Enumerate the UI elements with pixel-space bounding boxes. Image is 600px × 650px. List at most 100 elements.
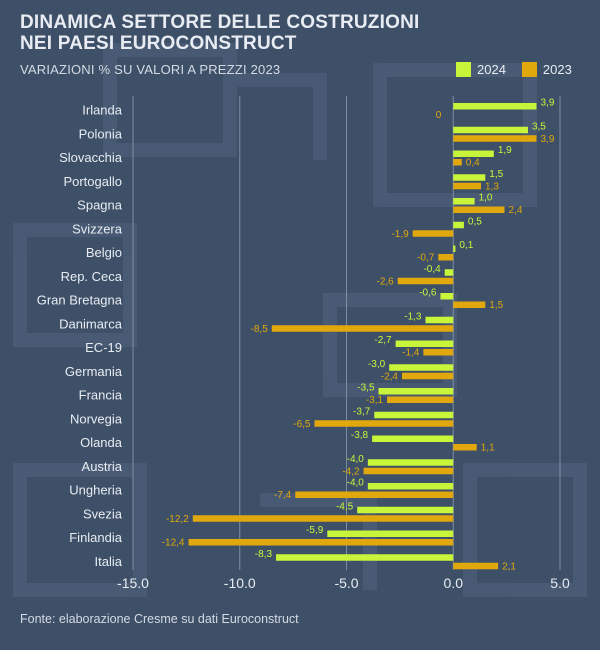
legend-label-2023: 2023: [542, 62, 572, 77]
bar-2024: [378, 388, 454, 395]
category-label: Danimarca: [59, 316, 123, 331]
chart-subtitle: VARIAZIONI % SU VALORI A PREZZI 2023: [20, 62, 281, 77]
data-label-2024: -4,0: [347, 478, 365, 489]
category-label: Italia: [95, 554, 123, 569]
data-label-2023: -2,6: [377, 276, 395, 287]
data-label-2024: 1,5: [489, 169, 503, 180]
chart-legend: 2024 2023: [456, 62, 572, 77]
category-label: Germania: [65, 364, 123, 379]
x-tick-label: -5.0: [334, 575, 358, 591]
legend-swatch-2023: [521, 62, 537, 77]
category-label: Austria: [82, 459, 123, 474]
legend-item-2023: 2023: [521, 62, 572, 77]
x-tick-label: 0.0: [444, 575, 464, 591]
data-label-2023: -8,5: [251, 324, 269, 335]
bar-2024: [374, 411, 454, 419]
data-label-2024: 3,5: [532, 121, 546, 132]
bar-2023: [397, 277, 454, 285]
bar-2023: [295, 491, 454, 498]
bar-2024: [453, 126, 528, 134]
bar-2023: [453, 206, 505, 213]
data-label-2023: 0: [436, 110, 442, 121]
bar-2024: [453, 103, 537, 110]
bar-2024: [453, 245, 456, 252]
category-label: Ungheria: [69, 483, 123, 498]
bar-2024: [425, 316, 454, 324]
data-label-2024: -5,9: [306, 525, 324, 536]
data-label-2023: -4,2: [342, 466, 360, 477]
data-label-2023: 2,1: [502, 561, 516, 572]
bar-2024: [395, 340, 454, 347]
data-label-2024: 0,5: [468, 216, 482, 227]
data-label-2024: -4,5: [336, 501, 354, 512]
data-label-2024: -4,0: [347, 454, 365, 465]
data-label-2023: -2,4: [381, 371, 399, 382]
source-note: Fonte: elaborazione Cresme su dati Euroc…: [20, 612, 299, 626]
data-label-2024: -3,0: [368, 359, 386, 370]
chart-title: DINAMICA SETTORE DELLE COSTRUZIONI NEI P…: [20, 12, 419, 54]
data-label-2023: -3,1: [366, 395, 384, 406]
data-label-2024: -3,7: [353, 406, 371, 417]
category-label: Finlandia: [69, 530, 123, 545]
bar-2024: [453, 221, 464, 229]
category-label: Polonia: [79, 126, 123, 141]
bar-2024: [367, 483, 454, 490]
category-label: Norvegia: [70, 411, 123, 426]
bar-2024: [444, 269, 454, 276]
data-label-2024: -0,4: [423, 264, 441, 275]
data-label-2024: 3,9: [541, 98, 555, 109]
data-label-2023: 3,9: [541, 134, 555, 145]
bar-2024: [372, 435, 454, 442]
chart-title-line2: NEI PAESI EUROCONSTRUCT: [20, 33, 297, 54]
data-label-2023: -7,4: [274, 490, 292, 501]
data-label-2023: -1,4: [402, 348, 420, 359]
data-label-2024: -8,3: [255, 549, 273, 560]
chart-title-line1: DINAMICA SETTORE DELLE COSTRUZIONI: [20, 12, 420, 33]
bar-2024: [453, 150, 494, 157]
bar-2024: [276, 554, 454, 561]
bar-2023: [188, 539, 454, 546]
bar-2023: [363, 467, 454, 475]
bar-2023: [423, 349, 454, 356]
data-label-2023: 2,4: [508, 205, 522, 216]
data-label-2023: -12,2: [166, 514, 189, 525]
bar-2023: [402, 372, 454, 380]
data-label-2023: 0,4: [466, 158, 480, 169]
bar-2024: [453, 198, 475, 205]
category-label: Spagna: [77, 198, 123, 213]
bar-2023: [438, 254, 454, 261]
category-label: Gran Bretagna: [37, 293, 123, 308]
data-label-2024: -0,6: [419, 288, 437, 299]
data-label-2023: 1,5: [489, 300, 503, 311]
bar-2024: [453, 174, 486, 181]
data-label-2024: 0,1: [459, 240, 473, 251]
data-label-2024: 1,0: [479, 193, 493, 204]
category-label: EC-19: [85, 340, 122, 355]
bar-2024: [367, 459, 454, 466]
category-label: Olanda: [80, 435, 123, 450]
bar-2024: [357, 506, 454, 514]
legend-swatch-2024: [456, 62, 471, 77]
category-label: Slovacchia: [59, 150, 123, 165]
category-label: Portogallo: [63, 174, 122, 189]
data-label-2024: -3,5: [357, 383, 375, 394]
category-label: Svizzera: [72, 221, 123, 236]
bar-2023: [387, 396, 454, 403]
data-label-2023: -12,4: [162, 538, 185, 549]
bar-2023: [453, 159, 462, 166]
data-label-2024: -3,8: [351, 430, 369, 441]
bar-2023: [453, 562, 499, 570]
bar-2023: [453, 444, 477, 451]
data-label-2024: 1,9: [498, 145, 512, 156]
bar-2023: [453, 301, 486, 308]
category-label: Rep. Ceca: [61, 269, 123, 284]
data-label-2023: 1,1: [481, 443, 495, 454]
bar-2023: [412, 230, 454, 237]
legend-label-2024: 2024: [477, 62, 506, 77]
data-label-2023: 1,3: [485, 181, 499, 192]
bar-2023: [192, 515, 454, 522]
bar-2024: [327, 530, 454, 537]
data-label-2023: -1,9: [391, 229, 409, 240]
bar-2023: [453, 135, 537, 142]
bar-2023: [314, 420, 454, 427]
